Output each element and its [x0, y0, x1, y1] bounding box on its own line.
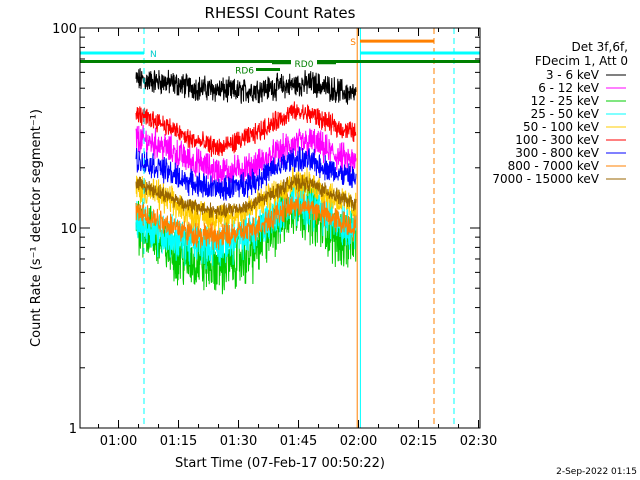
- x-tick-label-4: 02:00: [340, 434, 377, 449]
- y-tick-label-2: 100: [52, 22, 77, 37]
- flag-label-5: RD6: [235, 67, 254, 77]
- legend-label-8: 7000 - 15000 keV: [492, 172, 599, 186]
- x-tick-label-5: 02:15: [400, 434, 437, 449]
- series-line-0: [135, 68, 357, 105]
- x-tick-label-1: 01:15: [160, 434, 197, 449]
- series-line-5: [135, 101, 357, 157]
- footer-timestamp: 2-Sep-2022 01:15: [556, 467, 637, 477]
- series-line-7: [135, 192, 357, 250]
- series-line-8: [135, 174, 357, 220]
- legend-header-1: FDecim 1, Att 0: [535, 54, 628, 68]
- x-axis-label: Start Time (07-Feb-17 00:50:22): [175, 456, 385, 471]
- x-tick-label-2: 01:30: [220, 434, 257, 449]
- legend-header-0: Det 3f,6f,: [572, 40, 629, 54]
- y-tick-label-1: 10: [60, 222, 77, 237]
- legend-label-2: 12 - 25 keV: [531, 94, 600, 108]
- legend-label-0: 3 - 6 keV: [546, 68, 600, 82]
- legend-label-6: 300 - 800 keV: [515, 146, 599, 160]
- series-line-6: [135, 146, 357, 201]
- x-tick-label-6: 02:30: [460, 434, 497, 449]
- tick-layer: 01:00 01:15 01:30 01:45 02:00 02:15 02:30 1 10 10…: [52, 22, 497, 449]
- legend-label-5: 100 - 300 keV: [515, 133, 599, 147]
- marker-layer: N S RD0 RD6: [80, 28, 480, 428]
- flag-label-bg: [291, 56, 317, 68]
- series-line-1: [135, 124, 357, 189]
- flag-label-4: RD0: [295, 60, 314, 70]
- legend-label-7: 800 - 7000 keV: [508, 159, 600, 173]
- x-tick-label-0: 01:00: [100, 434, 137, 449]
- y-axis-label: Count Rate (s⁻¹ detector segment⁻¹): [29, 109, 44, 347]
- y-tick-label-0: 1: [69, 422, 77, 437]
- chart-title: RHESSI Count Rates: [205, 4, 356, 22]
- x-tick-label-3: 01:45: [280, 434, 317, 449]
- legend-label-4: 50 - 100 keV: [523, 120, 600, 134]
- flag-label-2: S: [350, 38, 356, 48]
- legend-label-3: 25 - 50 keV: [531, 107, 600, 121]
- data-layer: [135, 68, 357, 295]
- legend-label-1: 6 - 12 keV: [538, 81, 600, 95]
- flag-label-0: N: [150, 50, 157, 60]
- series-line-2: [135, 179, 357, 295]
